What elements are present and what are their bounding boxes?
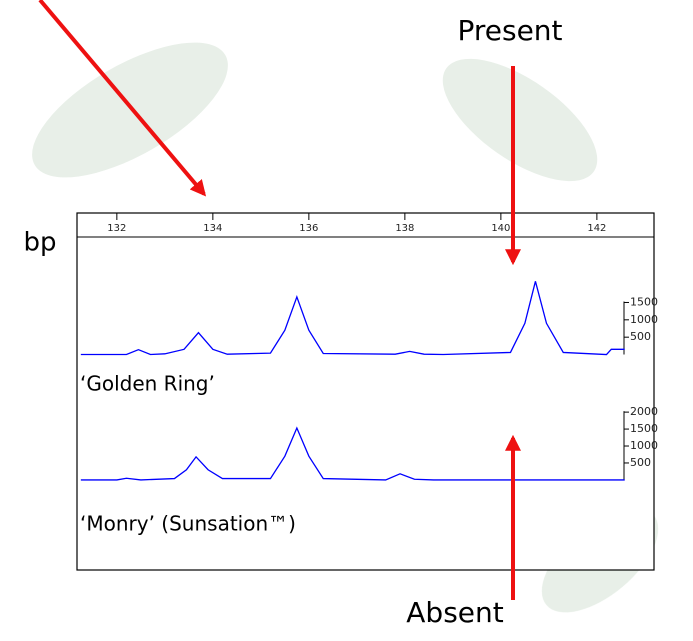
x-axis-label: bp [23,228,56,258]
trace-line [80,426,625,481]
y-tick-label: 1500 [630,422,658,435]
y-tick-label: 1000 [630,439,658,452]
x-tick-label: 136 [299,223,318,234]
y-tick-label: 1000 [630,313,658,326]
series-label: ‘Monry’ (Sunsation™) [80,512,296,536]
annotation: Absent [406,596,503,629]
y-tick-label: 500 [630,330,651,343]
y-tick-label: 500 [630,456,651,469]
y-tick-label: 2000 [630,405,658,418]
x-tick-label: 142 [587,223,606,234]
annotation: Present [457,14,562,47]
x-tick-label: 132 [107,223,126,234]
y-tick-label: 1500 [630,295,658,308]
x-tick-label: 138 [395,223,414,234]
plot-frame [76,212,655,571]
trace-line [80,281,625,356]
series-label: ‘Golden Ring’ [80,372,215,396]
x-tick-label: 134 [203,223,222,234]
x-tick-label: 140 [491,223,510,234]
arrow [38,0,207,197]
